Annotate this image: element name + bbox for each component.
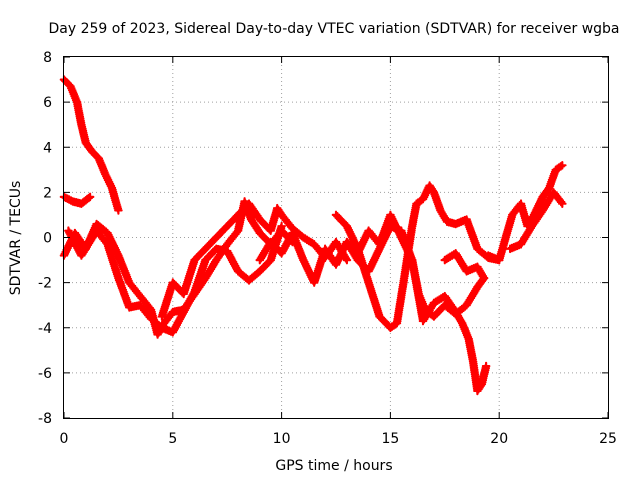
y-axis-label: SDTVAR / TECUs [8, 181, 24, 296]
x-tick-label: 10 [273, 431, 291, 447]
series-track-10 [484, 161, 567, 265]
series-track-2 [59, 192, 95, 208]
x-tick-label: 5 [168, 431, 177, 447]
chart-title: Day 259 of 2023, Sidereal Day-to-day VTE… [48, 21, 619, 37]
series-track-11 [505, 188, 567, 254]
x-tick-label: 0 [60, 431, 69, 447]
series-track-9 [440, 249, 489, 283]
series-track-1 [59, 75, 123, 215]
plot-frame [63, 56, 609, 419]
y-tick-label: -8 [38, 411, 52, 427]
y-tick-label: 2 [43, 185, 52, 201]
y-tick-label: -2 [38, 276, 52, 292]
y-tick-label: -6 [38, 366, 52, 382]
series-markers [64, 221, 286, 337]
y-tick-label: 6 [43, 95, 52, 111]
y-tick-label: -4 [38, 321, 52, 337]
y-tick-label: 8 [43, 50, 52, 66]
x-tick-label: 15 [381, 431, 399, 447]
y-tick-label: 0 [43, 231, 52, 247]
series-track-8 [342, 221, 489, 321]
series-markers [484, 161, 567, 265]
series-markers [342, 221, 489, 321]
series-markers [331, 181, 504, 333]
series-markers [440, 249, 489, 283]
series-markers [59, 192, 95, 208]
x-tick-label: 20 [490, 431, 508, 447]
x-tick-label: 25 [599, 431, 617, 447]
series-markers [59, 75, 123, 215]
series-markers [505, 188, 567, 254]
series-track-4 [64, 221, 286, 337]
series-track-7 [331, 181, 504, 333]
x-axis-label: GPS time / hours [275, 458, 392, 474]
y-tick-label: 4 [43, 140, 52, 156]
